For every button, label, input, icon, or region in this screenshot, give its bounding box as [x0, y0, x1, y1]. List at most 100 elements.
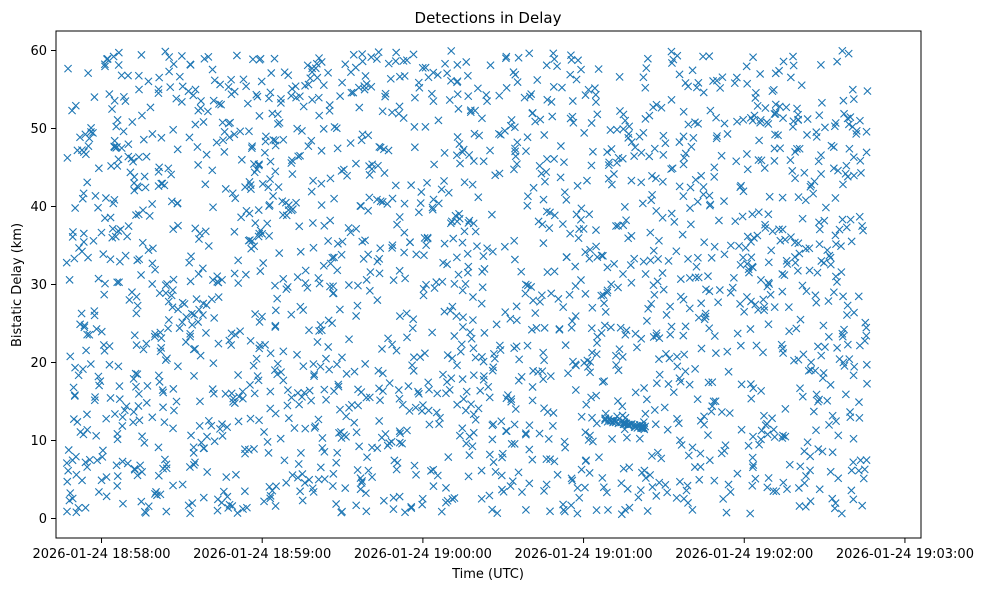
data-point	[288, 84, 297, 93]
data-point	[817, 98, 826, 107]
data-point	[763, 483, 772, 492]
data-point	[677, 440, 686, 449]
data-point	[241, 270, 250, 279]
data-point	[484, 382, 493, 391]
data-point	[134, 153, 143, 162]
data-point	[100, 290, 109, 299]
data-point	[91, 191, 100, 200]
data-point	[529, 296, 538, 305]
data-point	[474, 404, 483, 413]
data-point	[733, 329, 742, 338]
data-point	[658, 213, 667, 222]
data-point	[134, 183, 143, 192]
data-point	[356, 485, 365, 494]
data-point	[434, 116, 443, 125]
data-point	[400, 199, 409, 208]
data-point	[464, 262, 473, 271]
data-point	[419, 291, 428, 300]
data-point	[679, 132, 688, 141]
data-point	[720, 250, 729, 259]
data-point	[527, 90, 536, 99]
data-point	[358, 50, 367, 59]
data-point	[645, 111, 654, 120]
data-point	[495, 169, 504, 178]
data-point	[574, 56, 583, 65]
data-point	[488, 435, 497, 444]
data-point	[358, 477, 367, 486]
data-point	[743, 79, 752, 88]
data-point	[675, 477, 684, 486]
data-point	[621, 116, 630, 125]
data-point	[559, 505, 568, 514]
data-point	[512, 316, 521, 325]
data-point	[273, 370, 282, 379]
data-point	[352, 428, 361, 437]
data-point	[828, 411, 837, 420]
data-point	[197, 438, 206, 447]
data-point	[542, 168, 551, 176]
data-point	[607, 180, 616, 189]
data-point	[189, 443, 198, 452]
data-point	[131, 369, 140, 378]
data-point	[418, 500, 427, 509]
data-point	[464, 92, 473, 101]
data-point	[585, 210, 594, 219]
data-point	[306, 74, 315, 83]
data-point	[245, 380, 254, 389]
data-point	[753, 101, 762, 110]
data-point	[314, 274, 323, 282]
data-point	[806, 182, 815, 191]
data-point	[641, 409, 650, 418]
data-point	[859, 226, 868, 235]
data-point	[840, 325, 849, 334]
data-point	[326, 174, 335, 183]
data-point	[652, 379, 661, 388]
data-point	[679, 494, 688, 503]
data-point	[648, 483, 657, 492]
data-point	[693, 395, 702, 404]
data-point	[849, 495, 858, 504]
data-point	[691, 364, 700, 373]
data-point	[118, 499, 127, 508]
data-point	[209, 389, 218, 398]
data-point	[124, 140, 133, 149]
data-point	[637, 334, 646, 343]
data-point	[538, 367, 547, 376]
data-point	[220, 147, 229, 156]
data-point	[502, 83, 511, 92]
data-point	[814, 157, 823, 166]
data-point	[385, 379, 394, 388]
data-point	[769, 425, 778, 434]
data-point	[525, 479, 534, 488]
data-point	[545, 224, 554, 233]
data-point	[631, 423, 640, 432]
data-point	[86, 360, 95, 369]
data-point	[175, 324, 184, 333]
data-point	[388, 243, 397, 252]
data-point	[837, 268, 846, 277]
data-point	[658, 177, 667, 186]
data-point	[315, 326, 324, 335]
data-point	[694, 273, 703, 282]
x-tick-label: 2026-01-24 19:03:00	[836, 547, 974, 562]
data-point	[598, 377, 607, 386]
data-point	[646, 228, 655, 237]
data-point	[568, 476, 577, 485]
data-point	[681, 322, 690, 331]
data-point	[858, 501, 867, 510]
data-point	[94, 164, 103, 173]
data-point	[527, 325, 536, 334]
data-point	[499, 487, 508, 496]
data-point	[255, 416, 264, 425]
chart-title: Detections in Delay	[415, 9, 562, 27]
data-point	[771, 130, 780, 139]
data-point	[344, 281, 353, 290]
data-point	[600, 299, 609, 308]
data-point	[507, 439, 516, 448]
data-point	[692, 262, 701, 271]
data-point	[446, 306, 455, 315]
data-point	[674, 419, 683, 428]
data-point	[83, 330, 92, 339]
data-point	[309, 487, 318, 496]
